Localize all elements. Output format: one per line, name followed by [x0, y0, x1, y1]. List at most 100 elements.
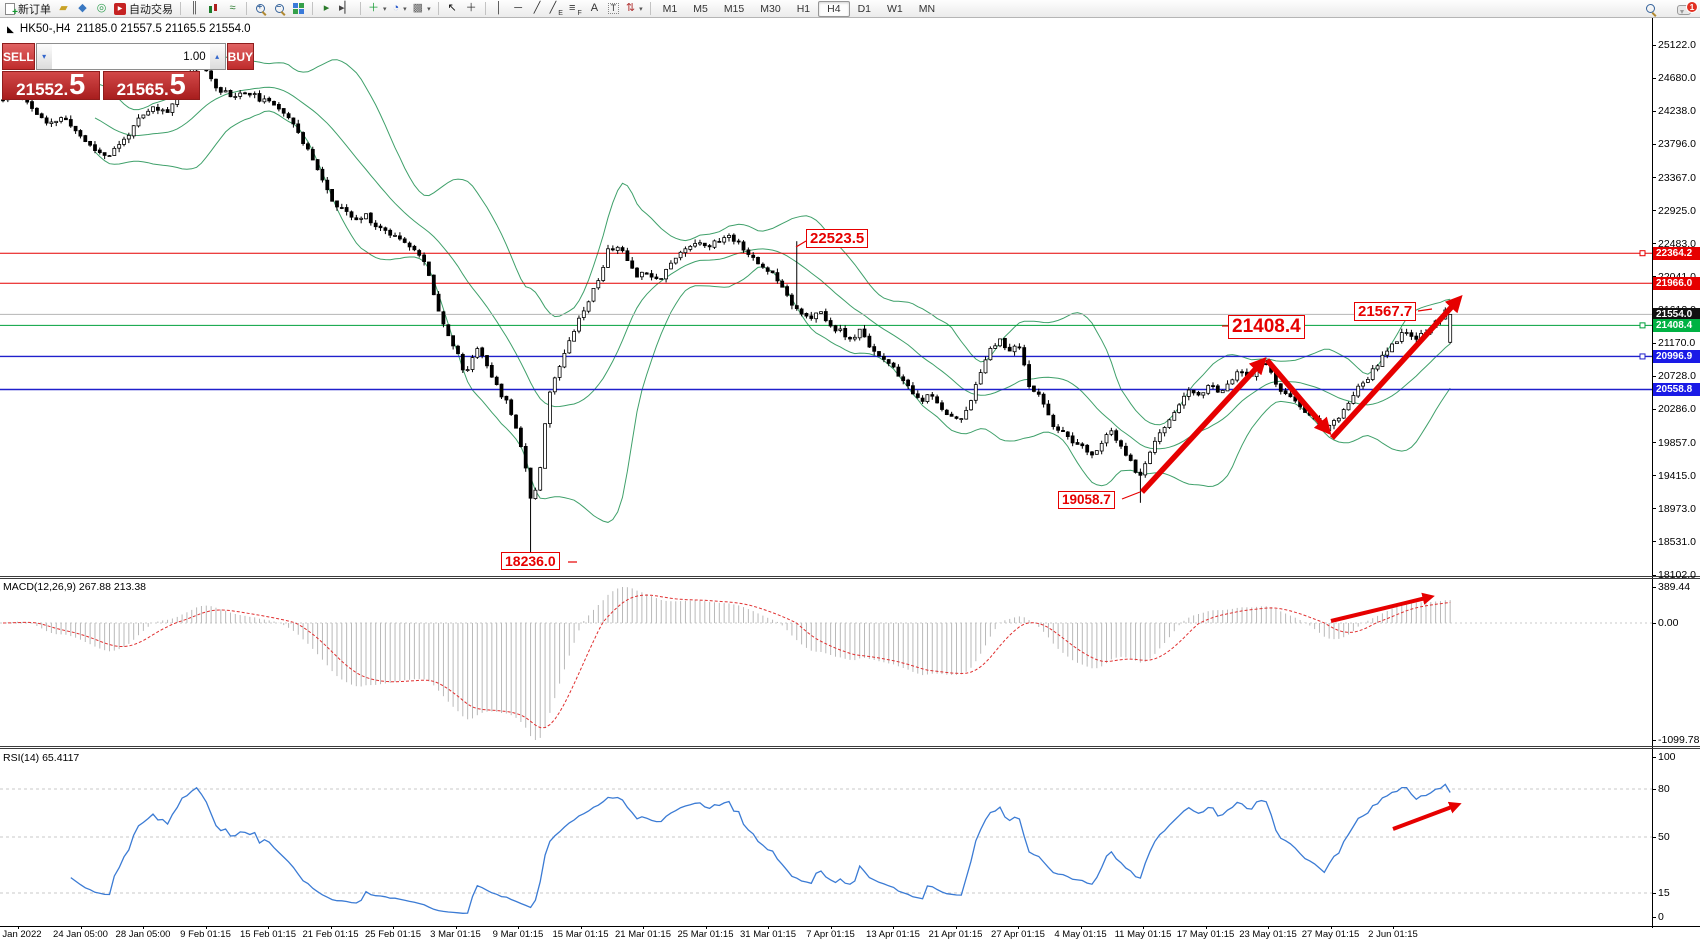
macd-histogram	[7, 587, 1451, 740]
annotation-leader	[1121, 491, 1141, 500]
rsi-axis-label: 0	[1658, 911, 1664, 923]
toolbar: 新订单▰◆◎自动交易║≈+−▸▸▏＋▾◔▾▩▾↖＋│─╱╱E≡FAT⇅▾M1M5…	[0, 0, 1700, 18]
price-annotation[interactable]: 18236.0	[501, 552, 560, 571]
time-axis-label: 9 Mar 01:15	[492, 929, 544, 940]
volume-input[interactable]	[51, 44, 210, 69]
time-axis-label: 23 May 01:15	[1239, 929, 1297, 940]
candlesticks	[1, 60, 1453, 565]
fibonacci-icon: ≡	[569, 2, 576, 14]
horizontal-line-button[interactable]: ─	[509, 1, 528, 17]
horizontal-line-icon: ─	[514, 2, 522, 14]
trend-arrow[interactable]	[1330, 592, 1435, 623]
trend-arrow[interactable]	[1392, 801, 1462, 831]
chart-shift-button[interactable]: ▸▏	[336, 1, 356, 17]
price-axis-tick	[1652, 110, 1656, 112]
auto-trading-button[interactable]: 自动交易	[111, 1, 176, 17]
search-button[interactable]	[1641, 1, 1660, 17]
crosshair-button[interactable]: ＋	[462, 1, 481, 17]
line-handle[interactable]	[1639, 353, 1646, 360]
timeframe-button-m5[interactable]: M5	[693, 2, 708, 15]
timeframe-button-mn[interactable]: MN	[918, 2, 936, 15]
one-click-trading-panel: SELL ▾ ▴ BUY 21552.5 21565.5	[2, 43, 255, 100]
time-axis-tick	[1018, 926, 1019, 929]
time-axis-tick	[1393, 926, 1394, 929]
toolbar-separator	[180, 2, 181, 15]
periods-icon: ◔	[392, 2, 400, 14]
time-axis-tick	[705, 926, 707, 929]
channel-button[interactable]: ╱ E	[549, 2, 563, 17]
trend-arrow[interactable]	[1139, 356, 1267, 494]
periods-button[interactable]: ◔ ▾	[390, 1, 410, 17]
panel-separator[interactable]	[0, 576, 1700, 577]
price-axis-tick	[1652, 177, 1656, 178]
indicators-button[interactable]: ＋ ▾	[365, 1, 390, 17]
templates-icon: ▩	[412, 2, 424, 14]
price-annotation[interactable]: 21567.7	[1354, 302, 1417, 322]
bar-chart-button[interactable]: ║	[185, 1, 204, 17]
volume-increase-button[interactable]: ▴	[209, 44, 225, 69]
timeframe-button-h1[interactable]: H1	[796, 2, 811, 15]
time-axis-tick	[393, 926, 394, 929]
price-annotation[interactable]: 22523.5	[806, 229, 869, 249]
chat-button[interactable]: 1	[1674, 1, 1698, 17]
search-icon	[1645, 3, 1657, 15]
timeframe-button-h4[interactable]: H4	[818, 0, 850, 17]
toolbar-separator	[649, 2, 651, 15]
sell-price-pip: 5	[69, 69, 86, 102]
buy-price-display[interactable]: 21565. 5	[102, 71, 200, 100]
price-axis-tick	[1652, 408, 1656, 410]
indicators-icon: ＋	[367, 2, 379, 14]
candlestick-chart-button[interactable]	[204, 1, 223, 17]
tile-windows-button[interactable]	[289, 1, 308, 17]
eraser-button[interactable]: ▰	[54, 1, 73, 17]
line-handle[interactable]	[1639, 250, 1646, 257]
price-axis-label: 20728.0	[1658, 370, 1696, 383]
buy-button[interactable]: BUY	[226, 43, 255, 70]
line-handle[interactable]	[1639, 322, 1646, 329]
arrows-button[interactable]: ⇅ ▾	[623, 1, 646, 17]
signals-button[interactable]: ◎	[92, 1, 111, 17]
price-axis-label: 25122.0	[1658, 39, 1696, 51]
timeframe-button-m1[interactable]: M1	[662, 2, 678, 15]
rsi-axis-label: 80	[1658, 783, 1670, 795]
auto-scroll-button[interactable]: ▸	[317, 1, 336, 17]
fibonacci-button[interactable]: ≡ F	[569, 2, 582, 17]
timeframe-button-m15[interactable]: M15	[723, 2, 745, 15]
price-annotation[interactable]: 21408.4	[1228, 315, 1305, 339]
timeframe-button-m30[interactable]: M30	[760, 2, 781, 15]
timeframe-button-w1[interactable]: W1	[887, 2, 903, 15]
sell-price-display[interactable]: 21552. 5	[2, 71, 100, 100]
trendline-button[interactable]: ╱	[528, 1, 547, 17]
cursor-button[interactable]: ↖	[443, 1, 462, 17]
volume-decrease-button[interactable]: ▾	[36, 44, 52, 69]
zoom-in-button[interactable]: +	[251, 1, 270, 17]
price-axis-tick	[1652, 508, 1656, 510]
trend-arrow[interactable]	[1264, 358, 1332, 436]
line-chart-button[interactable]: ≈	[223, 1, 242, 17]
timeframe-button-d1[interactable]: D1	[857, 2, 871, 15]
text-label-button[interactable]: T	[604, 1, 623, 17]
symbol-period-label: HK50-,H4	[19, 23, 71, 35]
vertical-line-button[interactable]: │	[490, 1, 509, 17]
price-annotation[interactable]: 19058.7	[1058, 491, 1115, 509]
arrows-icon: ⇅	[625, 2, 636, 14]
time-axis-tick	[768, 926, 769, 929]
price-axis-label: 22925.0	[1658, 204, 1696, 217]
macd-axis-label: 0.00	[1658, 617, 1679, 629]
templates-button[interactable]: ▩ ▾	[410, 1, 434, 17]
price-axis-label: 18102.0	[1658, 569, 1696, 581]
time-axis-label: 25 Feb 01:15	[365, 929, 421, 940]
zoom-out-button[interactable]: −	[270, 1, 289, 17]
sell-button[interactable]: SELL	[2, 43, 35, 70]
rsi-axis-tick	[1652, 756, 1656, 758]
text-button[interactable]: A	[585, 1, 604, 17]
buy-price-main: 21565.	[116, 80, 169, 99]
chevron-down-icon: ▾	[639, 5, 643, 13]
auto-trading-button-label: 自动交易	[129, 3, 173, 16]
time-axis-tick	[1143, 926, 1144, 929]
rsi-axis-label: 100	[1658, 751, 1676, 763]
panel-separator[interactable]	[0, 746, 1700, 747]
strategy-tester-button[interactable]: ◆	[73, 1, 92, 17]
new-order-button[interactable]: 新订单	[2, 1, 54, 18]
